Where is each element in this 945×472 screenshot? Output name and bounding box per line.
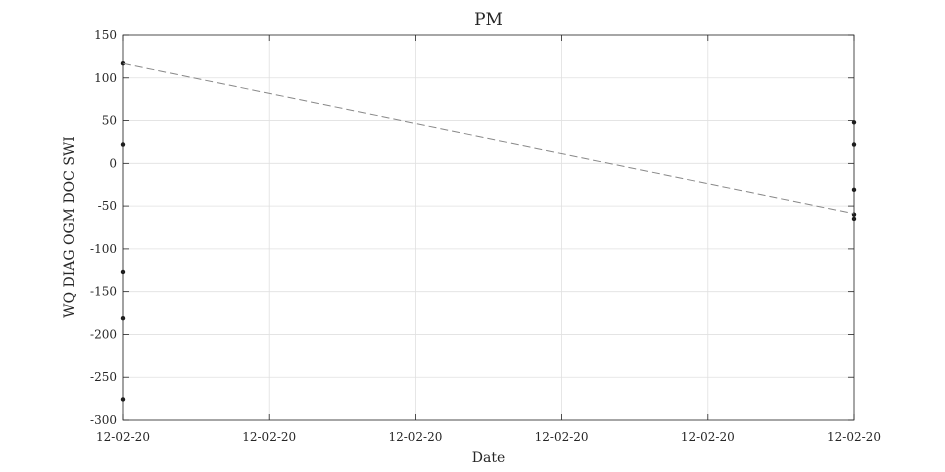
y-tick-label: -250 — [90, 370, 117, 384]
y-tick-label: -300 — [90, 413, 117, 427]
y-tick-label: 0 — [109, 156, 117, 170]
x-axis-label: Date — [472, 450, 505, 466]
plot-frame — [122, 34, 855, 421]
y-tick-label: 150 — [94, 28, 117, 42]
plot-area — [123, 35, 854, 420]
x-tick-label: 12-02-20 — [827, 430, 881, 444]
x-tick-label: 12-02-20 — [96, 430, 150, 444]
y-tick-label: 100 — [94, 71, 117, 85]
x-tick-label: 12-02-20 — [242, 430, 296, 444]
y-tick-label: -150 — [90, 285, 117, 299]
y-tick-label: 50 — [102, 114, 117, 128]
x-tick-label: 12-02-20 — [681, 430, 735, 444]
y-tick-label: -100 — [90, 242, 117, 256]
chart-title: PM — [474, 10, 503, 30]
tick-layer: 150 100 50 0 -50 -100 -150 -200 -250 -300 12-02-20… — [90, 28, 881, 444]
x-tick-label: 12-02-20 — [388, 430, 442, 444]
y-axis-label: WQ DIAG OGM DOC SWI — [62, 136, 78, 318]
trend-line — [122, 62, 855, 215]
y-tick-label: -50 — [98, 199, 117, 213]
x-tick-label: 12-02-20 — [535, 430, 589, 444]
y-tick-label: -200 — [90, 327, 117, 341]
